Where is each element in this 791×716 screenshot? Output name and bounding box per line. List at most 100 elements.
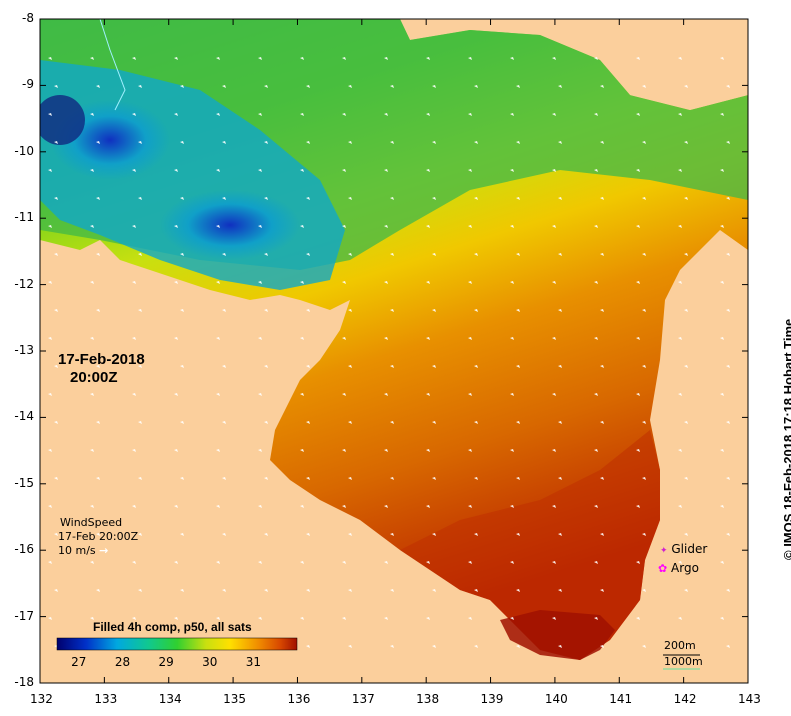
wind-arrow [678,281,682,284]
wind-arrow [384,449,388,452]
wind-arrow [516,477,520,480]
wind-arrow [558,197,562,200]
y-tick-label: -11 [14,210,34,225]
wind-arrow [306,645,310,648]
wind-arrow [600,85,604,88]
wind-arrow [174,337,178,340]
wind-arrow [720,393,724,396]
wind-arrow [174,225,178,228]
wind-arrow [432,141,436,144]
wind-arrow [684,589,688,592]
wind-arrow [48,393,52,396]
wind-arrow [552,393,556,396]
wind-arrow [342,505,346,508]
wind-arrow [300,281,304,284]
wind-arrow [258,281,262,284]
wind-arrow [264,365,268,368]
wind-arrow [138,365,142,368]
wind-arrow [432,309,436,312]
wind-arrow [390,365,394,368]
wind-arrow [552,225,556,228]
wind-arrow [642,477,646,480]
wind-arrow [510,169,514,172]
wind-arrow [510,337,514,340]
wind-arrow [54,365,58,368]
x-tick-label: 135 [223,692,246,706]
wind-arrow [138,421,142,424]
wind-arrow [138,533,142,536]
wind-arrow [342,617,346,620]
wind-arrow [684,421,688,424]
wind-arrow [306,533,310,536]
wind-arrow [636,393,640,396]
wind-arrow [348,477,352,480]
wind-arrow [516,309,520,312]
wind-arrow [300,449,304,452]
wind-arrow [720,169,724,172]
wind-arrow [726,141,730,144]
x-tick-label: 143 [738,692,761,706]
wind-arrow [474,85,478,88]
wind-arrow [510,281,514,284]
wind-arrow [132,449,136,452]
wind-arrow [720,561,724,564]
wind-arrow [678,561,682,564]
wind-arrow [432,85,436,88]
wind-scale-arrow-icon: → [99,544,109,557]
wind-arrow [720,57,724,60]
wind-arrow [594,113,598,116]
wind-arrow [510,561,514,564]
wind-arrow [174,169,178,172]
wind-arrow [300,225,304,228]
wind-arrow [468,225,472,228]
wind-arrow [726,477,730,480]
wind-arrow [174,449,178,452]
wind-arrow [96,85,100,88]
wind-arrow [468,561,472,564]
contour-200m-label: 200m [664,639,696,652]
wind-arrow [306,141,310,144]
wind-arrow [342,449,346,452]
wind-arrow [264,141,268,144]
wind-arrow [600,645,604,648]
wind-arrow [132,617,136,620]
wind-arrow [306,253,310,256]
wind-arrow [54,141,58,144]
wind-arrow [642,533,646,536]
wind-arrow [90,561,94,564]
y-tick-label: -18 [14,675,34,689]
wind-arrow [636,281,640,284]
wind-arrow [90,169,94,172]
wind-arrow [90,449,94,452]
wind-arrow [684,141,688,144]
wind-arrow [342,393,346,396]
wind-arrow [180,365,184,368]
wind-arrow [636,225,640,228]
wind-title: WindSpeed [60,516,123,529]
wind-arrow [552,561,556,564]
wind-arrow [348,589,352,592]
wind-arrow [552,337,556,340]
wind-arrow [180,589,184,592]
wind-arrow [474,197,478,200]
wind-arrow [642,365,646,368]
wind-arrow [216,505,220,508]
wind-arrow [180,477,184,480]
x-tick-label: 141 [609,692,633,706]
wind-arrow [216,225,220,228]
wind-arrow [222,85,226,88]
wind-arrow [264,533,268,536]
wind-arrow [132,225,136,228]
wind-arrow [432,533,436,536]
wind-arrow [432,589,436,592]
wind-arrow [258,337,262,340]
wind-arrow [216,169,220,172]
wind-arrow [468,169,472,172]
wind-arrow [306,477,310,480]
wind-arrow [222,533,226,536]
wind-arrow [174,561,178,564]
y-tick-label: -17 [14,608,34,623]
wind-arrow [426,113,430,116]
wind-arrow [54,85,58,88]
wind-arrow [516,645,520,648]
